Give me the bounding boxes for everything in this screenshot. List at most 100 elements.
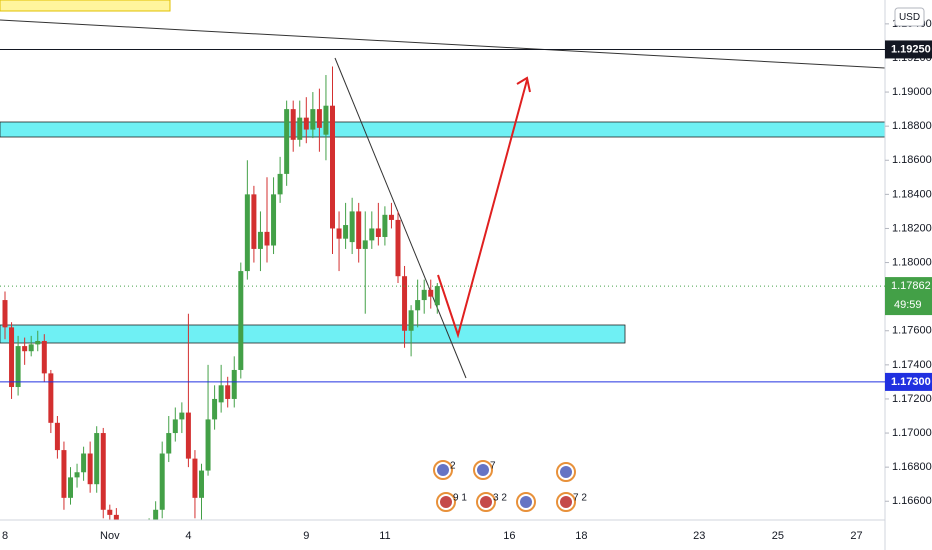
y-tick-label: 1.16800 xyxy=(892,461,932,473)
trend-line xyxy=(0,19,885,69)
candle-body xyxy=(323,105,329,135)
last-price-label: 1.17862 xyxy=(891,280,931,292)
candle-body xyxy=(54,422,60,451)
event-flag xyxy=(437,464,449,476)
event-flag xyxy=(477,464,489,476)
candle-body xyxy=(330,105,335,229)
price-line-box xyxy=(885,372,932,391)
x-tick-label: 9 xyxy=(303,530,309,542)
candle-body xyxy=(297,117,303,140)
candle-body xyxy=(68,477,73,498)
candle-body xyxy=(48,373,54,423)
arrow-head xyxy=(516,76,531,93)
yellow-box xyxy=(0,0,171,12)
candle-body xyxy=(434,286,440,306)
price-line-label: 1.17300 xyxy=(891,376,931,388)
candle-body xyxy=(22,346,28,352)
event-flag xyxy=(480,496,492,508)
event-flag xyxy=(560,466,572,478)
candle-body xyxy=(218,385,224,403)
x-tick-label: 27 xyxy=(850,530,862,542)
y-tick-label: 1.17000 xyxy=(892,427,932,439)
candle-body xyxy=(159,453,165,510)
event-label: 3 2 xyxy=(493,493,507,504)
trend-line xyxy=(334,57,467,379)
price-axis: 1.16600 1.16800 1.17000 1.17200 1.17400 1.176… xyxy=(885,18,932,507)
candle-body xyxy=(74,472,80,478)
support-zone xyxy=(0,324,626,344)
candle-body xyxy=(316,109,322,128)
x-tick-label: Nov xyxy=(100,530,120,542)
candle-body xyxy=(415,300,421,311)
event-label: 9 1 xyxy=(453,493,467,504)
candle-body xyxy=(94,433,100,485)
candle-body xyxy=(2,300,8,328)
candle-body xyxy=(382,214,388,237)
candle-body xyxy=(212,398,218,420)
candle-body xyxy=(238,271,244,370)
x-tick-label: 11 xyxy=(379,530,390,542)
candle-body xyxy=(310,109,316,130)
event-flag xyxy=(560,496,572,508)
candle-body xyxy=(185,412,191,459)
price-line-label: 1.19250 xyxy=(891,43,931,55)
x-tick-label: 4 xyxy=(185,530,191,542)
currency-box[interactable] xyxy=(894,7,925,27)
x-tick-label: 23 xyxy=(693,530,705,542)
candle-body xyxy=(205,419,211,471)
y-tick-label: 1.17400 xyxy=(892,359,932,371)
candle-body xyxy=(428,289,434,297)
candle-body xyxy=(290,109,296,140)
candle-body xyxy=(402,276,408,331)
candle-body xyxy=(107,509,113,515)
candle-body xyxy=(369,228,375,241)
candle-body xyxy=(362,240,368,249)
candle-body xyxy=(375,228,381,237)
x-tick-label: 18 xyxy=(575,530,587,542)
candle-body xyxy=(271,194,277,246)
x-tick-label: 16 xyxy=(503,530,515,542)
candle-body xyxy=(421,289,427,301)
candle-body xyxy=(395,219,401,277)
candle-body xyxy=(87,453,93,485)
event-label: 7 2 xyxy=(573,493,587,504)
candle-body xyxy=(192,458,198,498)
candle-body xyxy=(61,450,67,498)
candle-body xyxy=(166,433,172,454)
candles xyxy=(2,66,440,520)
candle-body xyxy=(100,433,106,510)
y-tick-label: 1.18400 xyxy=(892,188,932,200)
candle-body xyxy=(41,340,47,374)
candle-body xyxy=(408,310,414,331)
candle-body xyxy=(349,211,355,243)
candle-body xyxy=(356,211,362,249)
candle-body xyxy=(231,369,237,399)
event-flag xyxy=(440,496,452,508)
candle-body xyxy=(9,327,15,388)
candle-body xyxy=(251,194,257,249)
y-tick-label: 1.19000 xyxy=(892,86,932,98)
y-tick-label: 1.17600 xyxy=(892,325,932,337)
candle-body xyxy=(172,419,178,434)
y-tick-label: 1.18000 xyxy=(892,256,932,268)
candle-body xyxy=(264,231,270,246)
candle-body xyxy=(153,509,159,520)
candle-body xyxy=(28,344,34,352)
candle-body xyxy=(179,412,185,420)
candle-body xyxy=(303,117,309,130)
candle-body xyxy=(35,340,41,345)
last-price-box xyxy=(885,277,932,316)
event-label: 7 xyxy=(490,461,496,472)
candle-body xyxy=(257,231,263,249)
y-tick-label: 1.18600 xyxy=(892,154,932,166)
x-tick-label: 25 xyxy=(772,530,784,542)
candle-body xyxy=(244,194,250,272)
candle-body xyxy=(343,225,349,239)
x-tick-label: 8 xyxy=(2,530,8,542)
event-label: 2 xyxy=(450,461,456,472)
forecast-arrow xyxy=(437,79,528,339)
candle-body xyxy=(284,109,290,174)
candle-body xyxy=(225,385,231,399)
